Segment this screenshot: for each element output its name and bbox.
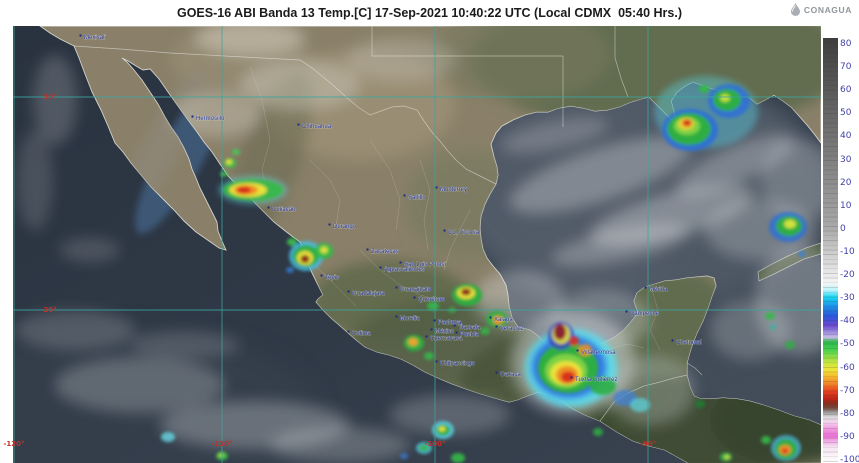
city-label: Culiacán xyxy=(272,207,295,213)
scale-label: -90 xyxy=(840,431,855,442)
scale-label: -40 xyxy=(840,316,855,327)
scale-label: -50 xyxy=(840,339,855,350)
city-label: Cd. Victoria xyxy=(448,230,480,236)
city-marker xyxy=(644,286,647,289)
city-marker xyxy=(455,331,458,334)
city-label: Cuernavaca xyxy=(430,336,463,342)
colorbar xyxy=(823,38,838,462)
city-label: Tlaxcala xyxy=(458,325,481,331)
city-marker xyxy=(671,339,674,342)
city-marker xyxy=(495,325,498,328)
city-marker xyxy=(425,335,428,338)
scale-label: 20 xyxy=(840,177,852,188)
city-label: Tepic xyxy=(325,275,339,281)
city-label: Campeche xyxy=(630,311,660,317)
city-label: Puebla xyxy=(460,332,479,338)
conagua-logo-text: CONAGUA xyxy=(803,4,852,15)
scale-label: -60 xyxy=(840,362,855,373)
scale-label: 10 xyxy=(840,200,852,211)
city-marker xyxy=(413,296,416,299)
scale-label: 60 xyxy=(840,85,852,96)
scale-label: -10 xyxy=(840,247,855,258)
city-label: Querétaro xyxy=(418,297,446,303)
scale-label: -30 xyxy=(840,293,855,304)
city-labels: Mexicali Hermosillo Chihuahua Monterrey Salt… xyxy=(79,34,702,383)
city-label: Aguascalientes xyxy=(384,267,425,273)
graticule xyxy=(13,26,821,463)
city-label: Mexicali xyxy=(84,35,106,41)
city-label: Xalapa xyxy=(494,317,513,323)
city-marker xyxy=(395,286,398,289)
city-marker xyxy=(453,324,456,327)
colorbar-segments xyxy=(823,38,838,462)
city-label: Colima xyxy=(352,331,371,337)
scale-label: -20 xyxy=(840,270,855,281)
scale-label: -70 xyxy=(840,385,855,396)
city-marker xyxy=(625,310,628,313)
storm-cells xyxy=(161,76,807,463)
city-label: Pachuca xyxy=(438,320,462,326)
city-marker xyxy=(430,328,433,331)
conagua-droplet-icon xyxy=(790,3,800,16)
city-marker xyxy=(328,223,331,226)
scale-label: 40 xyxy=(840,131,852,142)
city-marker xyxy=(395,315,398,318)
city-label: Tuxtla Gutiérrez xyxy=(575,377,617,383)
city-marker xyxy=(267,206,270,209)
city-marker xyxy=(403,194,406,197)
city-marker xyxy=(399,261,402,264)
cloud-layer xyxy=(15,55,821,463)
city-label: Durango xyxy=(333,224,357,230)
city-label: Chihuahua xyxy=(302,124,332,130)
colorbar-labels: 80 70 60 50 40 30 20 10 0 -10 -20 -30 -40 -50 -60 -70 -8… xyxy=(840,0,859,463)
city-marker xyxy=(443,229,446,232)
city-marker xyxy=(570,376,573,379)
city-label: Morelia xyxy=(400,316,420,322)
city-marker xyxy=(320,274,323,277)
satellite-image: Mexicali Hermosillo Chihuahua Monterrey Salt… xyxy=(13,26,821,463)
city-label: Hermosillo xyxy=(196,116,225,122)
scale-label: -100 xyxy=(840,455,859,463)
city-marker xyxy=(435,360,438,363)
scale-label: 70 xyxy=(840,62,852,73)
scale-label: 30 xyxy=(840,154,852,165)
city-marker xyxy=(495,371,498,374)
scale-label: 80 xyxy=(840,39,852,49)
city-marker xyxy=(576,349,579,352)
city-label: Veracruz xyxy=(500,326,524,332)
city-label: Monterrey xyxy=(440,187,467,193)
scale-label: -80 xyxy=(840,408,855,419)
city-label: Chilpancingo xyxy=(440,361,475,367)
city-label: Mérida xyxy=(649,287,668,293)
title-bar: GOES-16 ABI Banda 13 Temp.[C] 17-Sep-202… xyxy=(0,0,859,26)
page-title: GOES-16 ABI Banda 13 Temp.[C] 17-Sep-202… xyxy=(176,6,683,20)
city-marker xyxy=(489,316,492,319)
city-marker xyxy=(435,186,438,189)
city-marker xyxy=(297,123,300,126)
city-marker xyxy=(433,319,436,322)
city-label: Guanajuato xyxy=(400,287,432,293)
city-marker xyxy=(347,290,350,293)
city-marker xyxy=(347,330,350,333)
city-marker xyxy=(79,34,82,37)
city-label: Villahermosa xyxy=(581,350,616,356)
city-label: San Luis Potosí xyxy=(404,262,446,268)
city-label: Zacatecas xyxy=(371,249,399,255)
scale-label: 0 xyxy=(840,223,846,234)
scale-label: 50 xyxy=(840,108,852,119)
conagua-logo: CONAGUA xyxy=(790,3,852,16)
satellite-map: Mexicali Hermosillo Chihuahua Monterrey Salt… xyxy=(13,26,821,463)
city-label: Chetumal xyxy=(676,340,702,346)
city-label: Guadalajara xyxy=(352,291,385,297)
city-marker xyxy=(379,266,382,269)
city-marker xyxy=(191,115,194,118)
city-label: Saltillo xyxy=(408,195,426,201)
city-label: Oaxaca xyxy=(500,372,521,378)
city-label: México xyxy=(435,329,455,335)
city-marker xyxy=(366,248,369,251)
